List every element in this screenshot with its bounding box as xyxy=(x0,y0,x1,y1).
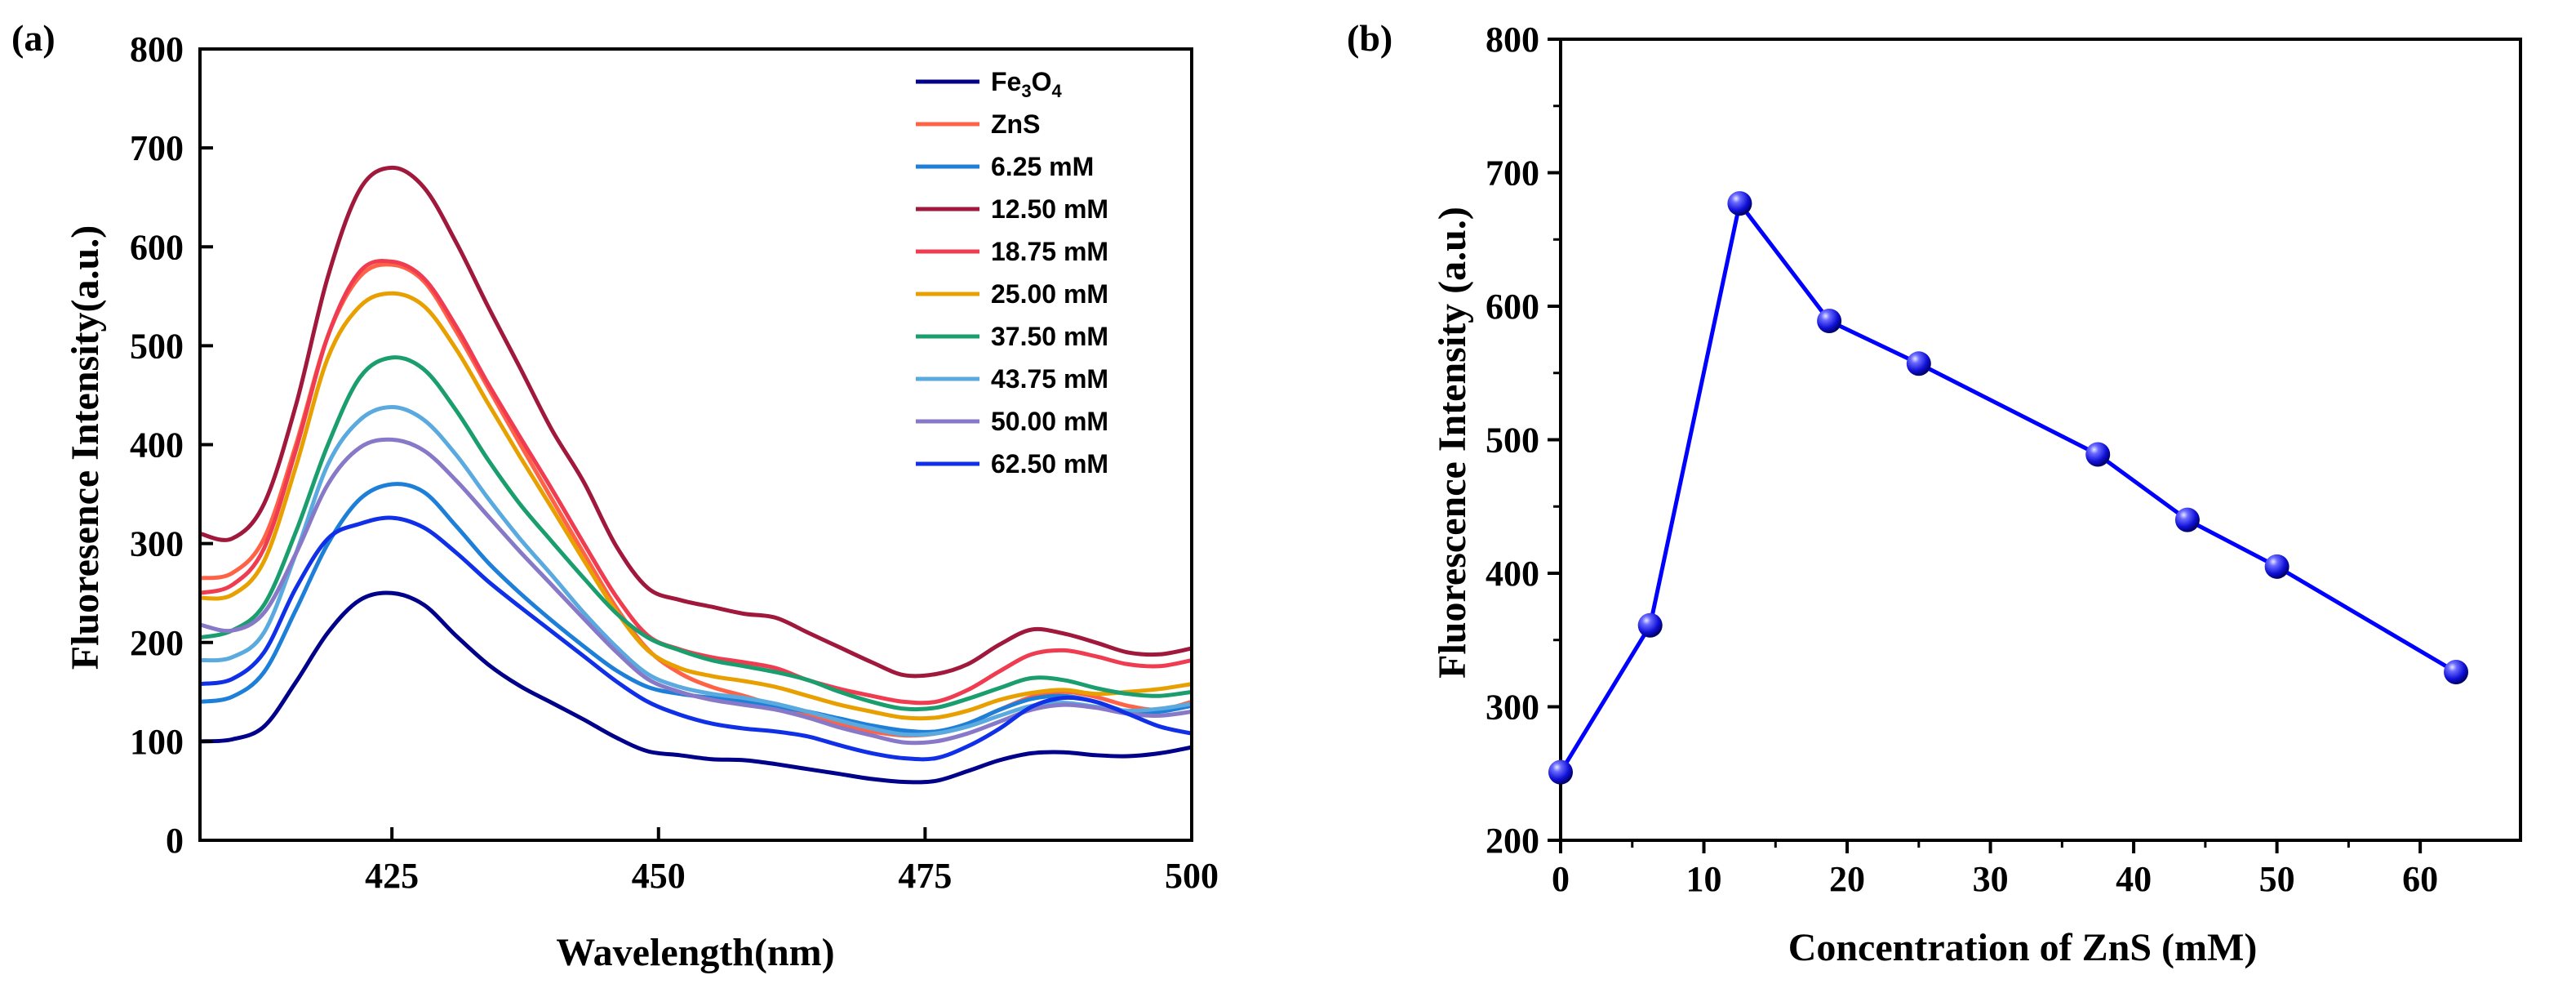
panel-b-x-tick-label: 20 xyxy=(1829,859,1865,899)
panel-a: (a) 425 450 475 500 0 100 200 300 400 500 600 700 80… xyxy=(11,17,1219,974)
panel-b-y-tick-label: 400 xyxy=(1486,554,1539,594)
panel-a-x-axis-title: Wavelength(nm) xyxy=(556,931,834,974)
panel-a-series-group xyxy=(200,165,1192,785)
panel-a-legend: Fe3O4 ZnS 6.25 mM 12.50 mM 18.75 mM 25.00 mM 3… xyxy=(916,67,1108,479)
panel-b-label: (b) xyxy=(1347,17,1392,59)
legend-label-5: 18.75 mM xyxy=(991,237,1108,266)
panel-b-y-tick-label: 300 xyxy=(1486,688,1539,728)
panel-a-series-line-1 xyxy=(200,590,1192,785)
legend-label-2: ZnS xyxy=(991,109,1040,139)
panel-b-series-group xyxy=(1548,191,2469,785)
panel-b-data-point xyxy=(2444,659,2469,684)
panel-b-y-tick-label: 600 xyxy=(1486,287,1539,327)
panel-a-x-tick-label: 425 xyxy=(365,856,419,896)
panel-b-x-axis-title: Concentration of ZnS (mM) xyxy=(1788,926,2258,969)
legend-label-1: Fe3O4 xyxy=(991,67,1062,101)
panel-b-data-point xyxy=(1637,612,1663,638)
panel-a-x-tick-label: 500 xyxy=(1165,856,1219,896)
panel-a-series-line-10 xyxy=(200,515,1192,762)
panel-b-data-point xyxy=(2174,507,2200,532)
legend-label-3: 6.25 mM xyxy=(991,152,1094,181)
panel-a-series-line-4 xyxy=(200,165,1192,679)
panel-a-y-tick-label: 700 xyxy=(130,128,184,168)
legend-label-7: 37.50 mM xyxy=(991,322,1108,351)
panel-b-y-tick-label: 200 xyxy=(1486,821,1539,861)
panel-b-x-tick-label: 30 xyxy=(1973,859,2009,899)
panel-b-data-point xyxy=(2085,442,2111,467)
legend-label-9: 50.00 mM xyxy=(991,407,1108,436)
legend-label-8: 43.75 mM xyxy=(991,364,1108,394)
panel-b-y-tick-label: 800 xyxy=(1486,20,1539,60)
legend-label-4: 12.50 mM xyxy=(991,194,1108,224)
panel-b-data-point xyxy=(1727,191,1752,216)
panel-a-label: (a) xyxy=(11,17,56,59)
panel-b-x-tick-label: 40 xyxy=(2116,859,2152,899)
panel-b-frame xyxy=(1559,38,2522,842)
panel-b-x-tick-label: 10 xyxy=(1686,859,1722,899)
panel-b-y-axis-title: Fluorescence Intensity (a.u.) xyxy=(1431,207,1474,679)
legend-label-6: 25.00 mM xyxy=(991,279,1108,309)
panel-b-y-tick-label: 500 xyxy=(1486,421,1539,461)
panel-a-series-line-8 xyxy=(200,405,1192,737)
panel-a-y-tick-label: 500 xyxy=(130,326,184,366)
panel-b-x-tick-label: 60 xyxy=(2402,859,2438,899)
legend-label-10: 62.50 mM xyxy=(991,449,1108,479)
panel-b-x-tick-label: 0 xyxy=(1552,859,1570,899)
panel-a-y-tick-label: 400 xyxy=(130,425,184,465)
panel-b-y-tick-label: 700 xyxy=(1486,154,1539,194)
panel-b-data-point xyxy=(1817,308,1842,333)
panel-b-ticks: 0 10 20 30 40 50 60 200 300 400 500 600 700 800 xyxy=(1486,20,2438,899)
panel-b: (b) 0 10 20 30 40 50 60 200 300 400 500 600 700 800 C… xyxy=(1347,17,2522,969)
panel-a-y-tick-label: 800 xyxy=(130,29,184,69)
panel-a-y-tick-label: 600 xyxy=(130,227,184,267)
panel-b-data-point xyxy=(2264,554,2290,579)
panel-a-y-tick-label: 300 xyxy=(130,524,184,564)
panel-b-x-tick-label: 50 xyxy=(2259,859,2295,899)
panel-b-series-line xyxy=(1558,198,2458,773)
panel-a-x-tick-label: 450 xyxy=(632,856,686,896)
panel-a-series-line-7 xyxy=(200,355,1192,712)
panel-a-x-tick-label: 475 xyxy=(898,856,952,896)
panel-a-y-axis-title: Fluoresence Intensity(a.u.) xyxy=(64,225,107,670)
panel-a-y-tick-label: 100 xyxy=(130,722,184,762)
panel-a-ticks: 425 450 475 500 0 100 200 300 400 500 600 700 800 xyxy=(130,29,1219,896)
panel-b-data-point xyxy=(1906,351,1931,376)
panel-b-data-point xyxy=(1548,759,1573,785)
panel-a-y-tick-label: 200 xyxy=(130,623,184,663)
panel-a-y-tick-label: 0 xyxy=(166,821,184,861)
panel-a-series-line-6 xyxy=(200,291,1192,721)
